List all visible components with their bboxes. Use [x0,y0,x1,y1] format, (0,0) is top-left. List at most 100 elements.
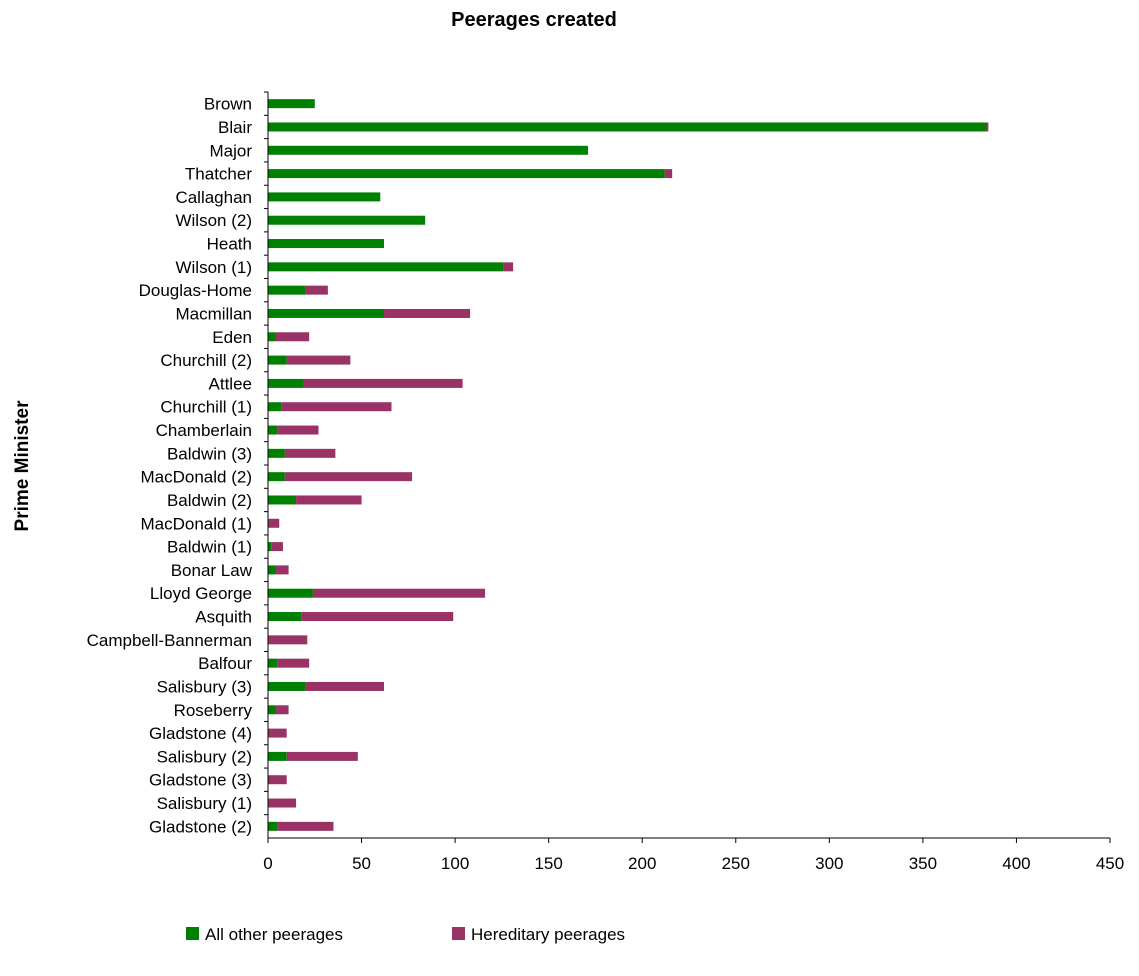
bar-gladstone-2-all-other-peerages [268,821,278,831]
category-label-roseberry: Roseberry [174,701,253,720]
bar-bonar-law-hereditary-peerages [275,565,289,575]
x-tick-label: 300 [815,854,843,873]
x-tick-label: 400 [1002,854,1030,873]
bar-baldwin-2-hereditary-peerages [296,495,362,505]
chart-title: Peerages created [451,9,617,31]
category-label-asquith: Asquith [195,608,252,627]
bar-attlee-all-other-peerages [268,378,304,388]
category-label-brown: Brown [204,95,252,114]
bar-wilson-1-all-other-peerages [268,262,504,272]
category-label-eden: Eden [212,328,252,347]
bar-churchill-1-hereditary-peerages [281,402,392,412]
category-label-chamberlain: Chamberlain [156,421,252,440]
bar-salisbury-1-hereditary-peerages [268,798,297,808]
bar-eden-all-other-peerages [268,332,276,342]
legend-swatch-hereditary-peerages [452,927,465,940]
category-label-campbell-bannerman: Campbell-Bannerman [87,631,252,650]
bar-salisbury-3-all-other-peerages [268,681,306,691]
bar-wilson-1-hereditary-peerages [503,262,514,272]
category-label-churchill-1: Churchill (1) [160,398,252,417]
bar-brown-all-other-peerages [268,99,315,109]
x-tick-label: 450 [1096,854,1124,873]
bar-macmillan-hereditary-peerages [384,308,471,318]
bar-douglas-home-hereditary-peerages [305,285,328,295]
bar-churchill-2-all-other-peerages [268,355,287,365]
category-label-macdonald-2: MacDonald (2) [141,468,253,487]
category-label-baldwin-2: Baldwin (2) [167,491,252,510]
bar-macdonald-2-all-other-peerages [268,472,285,482]
bar-balfour-hereditary-peerages [277,658,310,668]
bar-roseberry-hereditary-peerages [275,705,289,715]
category-label-wilson-1: Wilson (1) [175,258,252,277]
bar-salisbury-3-hereditary-peerages [305,681,385,691]
category-label-thatcher: Thatcher [185,165,252,184]
x-tick-label: 350 [909,854,937,873]
bar-chamberlain-hereditary-peerages [277,425,319,435]
bar-macdonald-2-hereditary-peerages [284,472,413,482]
bar-gladstone-3-hereditary-peerages [268,775,287,785]
x-axis-ticks: 0 50 100 150 200 250 300 350 400 450 [263,838,1124,873]
x-tick-label: 250 [722,854,750,873]
bar-churchill-1-all-other-peerages [268,402,282,412]
y-axis-title: Prime Minister [12,400,33,532]
category-labels: Brown Blair Major Thatcher Callaghan Wilson (… [87,91,268,836]
category-label-churchill-2: Churchill (2) [160,351,252,370]
bar-salisbury-2-hereditary-peerages [286,751,358,761]
category-label-major: Major [209,141,252,160]
legend-swatch-all-other-peerages [186,927,199,940]
x-tick-label: 200 [628,854,656,873]
bar-asquith-all-other-peerages [268,612,302,622]
category-label-blair: Blair [218,118,252,137]
category-label-gladstone-2: Gladstone (2) [149,817,252,836]
category-label-gladstone-4: Gladstone (4) [149,724,252,743]
bar-blair-hereditary-peerages [986,122,989,132]
bar-blair-all-other-peerages [268,122,987,132]
bar-baldwin-3-all-other-peerages [268,448,285,458]
category-label-douglas-home: Douglas-Home [139,281,252,300]
bar-salisbury-2-all-other-peerages [268,751,287,761]
category-label-bonar-law: Bonar Law [171,561,253,580]
category-label-gladstone-3: Gladstone (3) [149,771,252,790]
bar-macmillan-all-other-peerages [268,308,385,318]
bar-lloyd-george-hereditary-peerages [312,588,486,598]
bar-baldwin-3-hereditary-peerages [284,448,336,458]
bar-thatcher-all-other-peerages [268,169,665,179]
bar-roseberry-all-other-peerages [268,705,276,715]
category-label-baldwin-1: Baldwin (1) [167,538,252,557]
bar-douglas-home-all-other-peerages [268,285,306,295]
legend: All other peerages Hereditary peerages [186,925,625,944]
bar-wilson-2-all-other-peerages [268,215,426,225]
x-tick-label: 150 [534,854,562,873]
category-label-lloyd-george: Lloyd George [150,584,252,603]
legend-label-hereditary-peerages: Hereditary peerages [471,925,625,944]
bars-layer [268,99,989,831]
category-label-salisbury-3: Salisbury (3) [157,677,252,696]
bar-campbell-bannerman-hereditary-peerages [268,635,308,645]
bar-baldwin-1-hereditary-peerages [271,542,283,552]
bar-macdonald-1-hereditary-peerages [268,518,280,528]
category-label-wilson-2: Wilson (2) [175,211,252,230]
category-label-attlee: Attlee [209,374,252,393]
bar-asquith-hereditary-peerages [301,612,454,622]
category-label-macdonald-1: MacDonald (1) [141,514,253,533]
legend-label-all-other-peerages: All other peerages [205,925,343,944]
bar-thatcher-hereditary-peerages [664,169,673,179]
bar-gladstone-4-hereditary-peerages [268,728,287,738]
bar-bonar-law-all-other-peerages [268,565,276,575]
category-label-salisbury-1: Salisbury (1) [157,794,252,813]
category-label-salisbury-2: Salisbury (2) [157,747,252,766]
category-label-balfour: Balfour [198,654,252,673]
bar-baldwin-1-all-other-peerages [268,542,272,552]
bar-callaghan-all-other-peerages [268,192,381,202]
bar-attlee-hereditary-peerages [303,378,463,388]
category-label-macmillan: Macmillan [175,304,252,323]
bar-eden-hereditary-peerages [275,332,310,342]
bar-lloyd-george-all-other-peerages [268,588,313,598]
category-label-baldwin-3: Baldwin (3) [167,444,252,463]
category-label-heath: Heath [207,235,252,254]
x-tick-label: 100 [441,854,469,873]
category-label-callaghan: Callaghan [175,188,252,207]
bar-chamberlain-all-other-peerages [268,425,278,435]
bar-churchill-2-hereditary-peerages [286,355,351,365]
x-tick-label: 0 [263,854,272,873]
